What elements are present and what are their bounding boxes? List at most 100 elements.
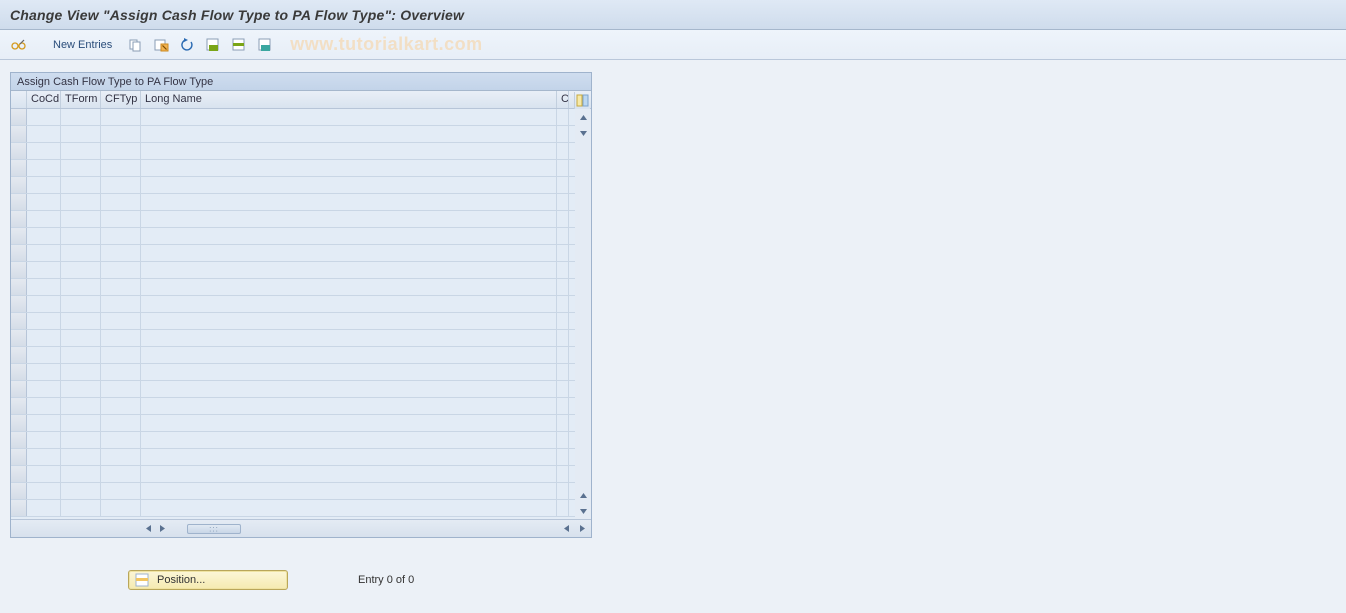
cell-trailing[interactable] [557,143,569,159]
cell-trailing[interactable] [557,262,569,278]
column-header-trailing[interactable]: Ca [557,91,569,108]
scroll-page-down-marker[interactable] [575,125,591,141]
cell-tform[interactable] [61,296,101,312]
delete-button[interactable] [150,34,172,56]
cell-tform[interactable] [61,466,101,482]
cell-tform[interactable] [61,211,101,227]
cell-cocd[interactable] [27,143,61,159]
cell-longname[interactable] [141,432,557,448]
cell-trailing[interactable] [557,228,569,244]
cell-cftyp[interactable] [101,330,141,346]
cell-trailing[interactable] [557,398,569,414]
row-selector[interactable] [11,245,27,261]
row-selector[interactable] [11,347,27,363]
row-selector[interactable] [11,296,27,312]
cell-longname[interactable] [141,313,557,329]
row-selector[interactable] [11,500,27,516]
cell-trailing[interactable] [557,364,569,380]
hscroll-track[interactable]: ::: [173,523,555,535]
cell-trailing[interactable] [557,160,569,176]
cell-cocd[interactable] [27,194,61,210]
undo-change-button[interactable] [176,34,198,56]
cell-tform[interactable] [61,194,101,210]
cell-trailing[interactable] [557,211,569,227]
row-selector[interactable] [11,143,27,159]
cell-cftyp[interactable] [101,262,141,278]
cell-longname[interactable] [141,109,557,125]
cell-tform[interactable] [61,364,101,380]
scroll-down-button[interactable] [575,503,591,519]
row-selector[interactable] [11,449,27,465]
column-header-cftyp[interactable]: CFTyp [101,91,141,108]
cell-longname[interactable] [141,415,557,431]
cell-longname[interactable] [141,449,557,465]
cell-tform[interactable] [61,109,101,125]
row-selector[interactable] [11,262,27,278]
deselect-all-button[interactable] [254,34,276,56]
row-selector[interactable] [11,364,27,380]
cell-cocd[interactable] [27,228,61,244]
cell-cftyp[interactable] [101,143,141,159]
cell-longname[interactable] [141,296,557,312]
row-selector[interactable] [11,330,27,346]
cell-longname[interactable] [141,143,557,159]
cell-tform[interactable] [61,262,101,278]
cell-longname[interactable] [141,466,557,482]
row-selector[interactable] [11,279,27,295]
cell-cftyp[interactable] [101,126,141,142]
grid-configure-button[interactable] [574,92,590,109]
cell-trailing[interactable] [557,500,569,516]
row-selector[interactable] [11,415,27,431]
row-selector[interactable] [11,160,27,176]
cell-cocd[interactable] [27,109,61,125]
hscroll-thumb[interactable]: ::: [187,524,241,534]
cell-tform[interactable] [61,228,101,244]
cell-cocd[interactable] [27,415,61,431]
row-selector[interactable] [11,211,27,227]
column-header-cocd[interactable]: CoCd [27,91,61,108]
select-block-button[interactable] [228,34,250,56]
cell-trailing[interactable] [557,381,569,397]
row-selector[interactable] [11,381,27,397]
column-header-tform[interactable]: TForm [61,91,101,108]
cell-tform[interactable] [61,245,101,261]
cell-trailing[interactable] [557,449,569,465]
cell-trailing[interactable] [557,483,569,499]
cell-tform[interactable] [61,415,101,431]
row-selector[interactable] [11,398,27,414]
cell-trailing[interactable] [557,109,569,125]
cell-tform[interactable] [61,432,101,448]
cell-longname[interactable] [141,160,557,176]
cell-tform[interactable] [61,177,101,193]
row-selector[interactable] [11,126,27,142]
cell-cocd[interactable] [27,296,61,312]
cell-cocd[interactable] [27,126,61,142]
cell-tform[interactable] [61,398,101,414]
cell-trailing[interactable] [557,466,569,482]
cell-trailing[interactable] [557,194,569,210]
row-selector[interactable] [11,194,27,210]
cell-cocd[interactable] [27,500,61,516]
cell-longname[interactable] [141,211,557,227]
cell-cocd[interactable] [27,347,61,363]
cell-longname[interactable] [141,398,557,414]
cell-longname[interactable] [141,347,557,363]
cell-cocd[interactable] [27,432,61,448]
row-selector[interactable] [11,109,27,125]
cell-tform[interactable] [61,143,101,159]
position-button[interactable]: Position... [128,570,288,590]
cell-cftyp[interactable] [101,432,141,448]
cell-tform[interactable] [61,483,101,499]
cell-cftyp[interactable] [101,194,141,210]
grid-select-all-header[interactable] [11,91,27,108]
cell-cftyp[interactable] [101,483,141,499]
row-selector[interactable] [11,177,27,193]
cell-cftyp[interactable] [101,228,141,244]
row-selector[interactable] [11,466,27,482]
cell-cftyp[interactable] [101,500,141,516]
cell-cftyp[interactable] [101,211,141,227]
cell-cftyp[interactable] [101,398,141,414]
cell-cocd[interactable] [27,262,61,278]
cell-cftyp[interactable] [101,364,141,380]
cell-cftyp[interactable] [101,313,141,329]
